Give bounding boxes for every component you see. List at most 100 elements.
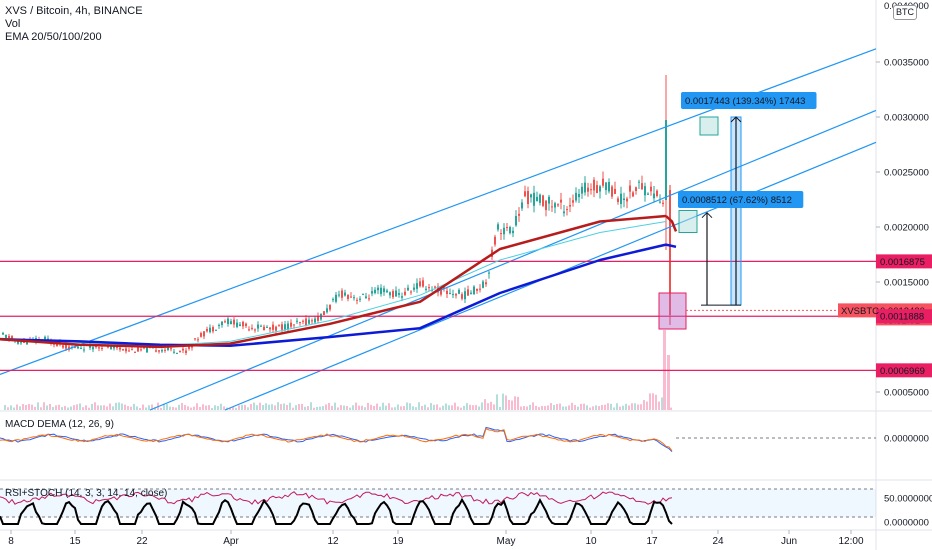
volume-bar bbox=[517, 396, 519, 410]
candle-body bbox=[515, 216, 517, 226]
volume-bar bbox=[334, 402, 336, 410]
volume-bar bbox=[22, 404, 24, 410]
volume-bar bbox=[301, 403, 303, 410]
volume-bar bbox=[484, 399, 486, 410]
volume-bar bbox=[481, 402, 483, 410]
ema-200-line bbox=[0, 243, 667, 348]
candle-body bbox=[581, 186, 583, 194]
candle-body bbox=[257, 324, 259, 329]
candle-body bbox=[8, 335, 10, 339]
candle-body bbox=[518, 213, 520, 216]
candle-body bbox=[182, 348, 184, 351]
candle-body bbox=[218, 325, 220, 327]
volume-bar bbox=[25, 405, 27, 410]
volume-bar bbox=[175, 407, 177, 410]
candle-body bbox=[98, 347, 100, 349]
time-tick-label: 12:00 bbox=[838, 536, 863, 547]
candle-body bbox=[80, 347, 82, 349]
volume-bar bbox=[52, 406, 54, 410]
candle-body bbox=[509, 227, 511, 234]
candle-body bbox=[254, 329, 256, 331]
volume-bar bbox=[661, 397, 663, 410]
candle-body bbox=[449, 293, 451, 295]
volume-bar bbox=[262, 405, 264, 410]
volume-bar bbox=[94, 402, 96, 410]
volume-bar bbox=[382, 402, 384, 410]
candle-body bbox=[662, 202, 664, 204]
volume-bar bbox=[652, 393, 654, 410]
candle-body bbox=[566, 209, 568, 211]
candle-body bbox=[251, 327, 253, 329]
volume-bar bbox=[427, 407, 429, 410]
candle-body bbox=[203, 331, 205, 337]
candle-body bbox=[467, 289, 469, 296]
candle-body bbox=[536, 196, 538, 202]
volume-bar bbox=[448, 405, 450, 410]
candle-body bbox=[26, 342, 28, 345]
volume-bar bbox=[124, 404, 126, 410]
volume-bar bbox=[406, 402, 408, 410]
volume-bar bbox=[145, 407, 147, 410]
stoch-label[interactable]: RSI+STOCH (14, 3, 3, 14, 14, close) bbox=[5, 488, 168, 499]
ema-100-line bbox=[665, 215, 678, 232]
candle-body bbox=[446, 290, 448, 295]
volume-bar bbox=[565, 406, 567, 410]
volume-bar bbox=[409, 403, 411, 410]
volume-bar bbox=[280, 404, 282, 410]
volume-bar bbox=[178, 404, 180, 410]
candle-body bbox=[416, 283, 418, 289]
macd-tick-label: 0.0000000 bbox=[884, 434, 929, 445]
candle-body bbox=[209, 327, 211, 333]
volume-bar bbox=[49, 403, 51, 410]
candle-body bbox=[419, 281, 421, 287]
volume-bar bbox=[442, 405, 444, 410]
candle-body bbox=[623, 198, 625, 201]
candle-body bbox=[593, 179, 595, 191]
time-tick-label: 24 bbox=[712, 536, 724, 547]
volume-bar bbox=[370, 404, 372, 410]
volume-bar bbox=[268, 404, 270, 410]
symbol-title[interactable]: XVS / Bitcoin, 4h, BINANCE bbox=[5, 5, 143, 17]
ema-label[interactable]: EMA 20/50/100/200 bbox=[5, 31, 102, 43]
stoch-tick-label: 0.0000000 bbox=[884, 518, 929, 529]
price-marker-bg bbox=[876, 309, 932, 324]
candle-body bbox=[443, 287, 445, 289]
volume-bar bbox=[76, 404, 78, 410]
candle-body bbox=[176, 352, 178, 354]
volume-bar bbox=[430, 403, 432, 410]
volume-bar bbox=[577, 406, 579, 410]
candle-body bbox=[614, 188, 616, 194]
volume-bar bbox=[286, 404, 288, 410]
volume-bar bbox=[289, 402, 291, 410]
volume-bar bbox=[493, 404, 495, 410]
candle-body bbox=[503, 227, 505, 235]
volume-bar bbox=[595, 405, 597, 410]
candle-body bbox=[197, 339, 199, 341]
volume-bar bbox=[166, 404, 168, 410]
stoch-k-line bbox=[0, 497, 673, 525]
price-tick-label: 0.0035000 bbox=[884, 58, 929, 69]
volume-bar bbox=[445, 403, 447, 410]
volume-bar bbox=[439, 407, 441, 410]
currency-badge[interactable]: BTC bbox=[893, 5, 917, 20]
measure-arrowhead bbox=[730, 116, 742, 123]
volume-bar bbox=[598, 406, 600, 410]
volume-bar bbox=[454, 402, 456, 410]
volume-bar bbox=[97, 405, 99, 410]
volume-bar bbox=[7, 407, 9, 410]
volume-label[interactable]: Vol bbox=[5, 18, 21, 30]
volume-bar bbox=[331, 405, 333, 410]
candle-body bbox=[461, 294, 463, 299]
volume-bar bbox=[610, 403, 612, 410]
candle-body bbox=[458, 289, 460, 294]
volume-bar bbox=[208, 405, 210, 410]
candle-body bbox=[669, 190, 671, 315]
candle-body bbox=[113, 345, 115, 349]
candle-body bbox=[389, 292, 391, 296]
volume-bar bbox=[223, 406, 225, 410]
price-tick-label: 0.0020000 bbox=[884, 223, 929, 234]
macd-label[interactable]: MACD DEMA (12, 26, 9) bbox=[5, 419, 114, 430]
candle-body bbox=[311, 320, 313, 322]
candle-body bbox=[557, 204, 559, 206]
